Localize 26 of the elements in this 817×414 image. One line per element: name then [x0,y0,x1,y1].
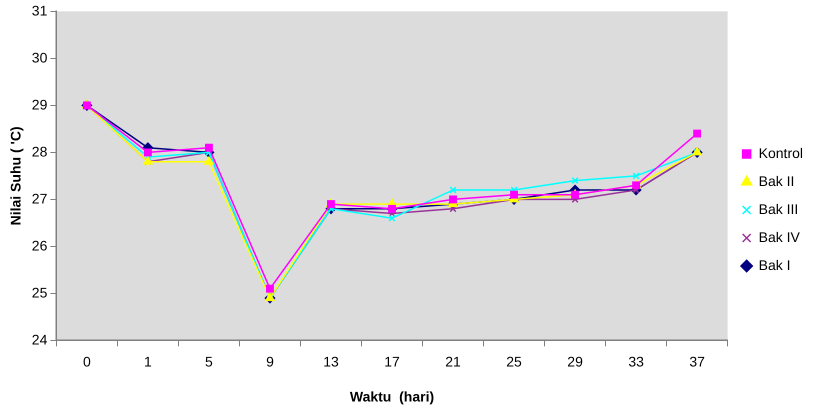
x-tick-label: 5 [205,354,214,370]
x-tick-label: 21 [445,354,462,370]
x-tick-label: 17 [384,354,400,370]
x-axis-title: Waktu (hari) [350,388,434,404]
legend-label: Bak II [758,172,794,189]
y-tick-label: 27 [32,190,48,206]
y-tick-label: 30 [32,49,48,66]
y-tick-label: 25 [32,284,48,300]
x-tick-label: 1 [144,354,152,370]
y-tick-label: 26 [32,237,48,254]
legend-label: Bak I [758,256,791,273]
x-tick-label: 9 [266,354,274,370]
x-tick-label: 0 [82,354,91,370]
x-tick-label: 29 [567,354,584,370]
x-tick-label: 37 [689,354,706,370]
y-tick-label: 31 [32,2,48,18]
y-tick-label: 28 [32,143,48,160]
x-tick-label: 13 [323,354,339,370]
x-tick-label: 33 [628,354,644,370]
legend-label: Kontrol [758,144,803,161]
y-axis-title: Nilai Suhu ( 'C) [7,126,24,226]
x-tick-label: 25 [506,354,522,370]
y-tick-label: 29 [32,96,48,112]
y-tick-label: 24 [32,331,48,348]
legend-label: Bak IV [758,228,801,245]
legend-label: Bak III [758,200,798,217]
